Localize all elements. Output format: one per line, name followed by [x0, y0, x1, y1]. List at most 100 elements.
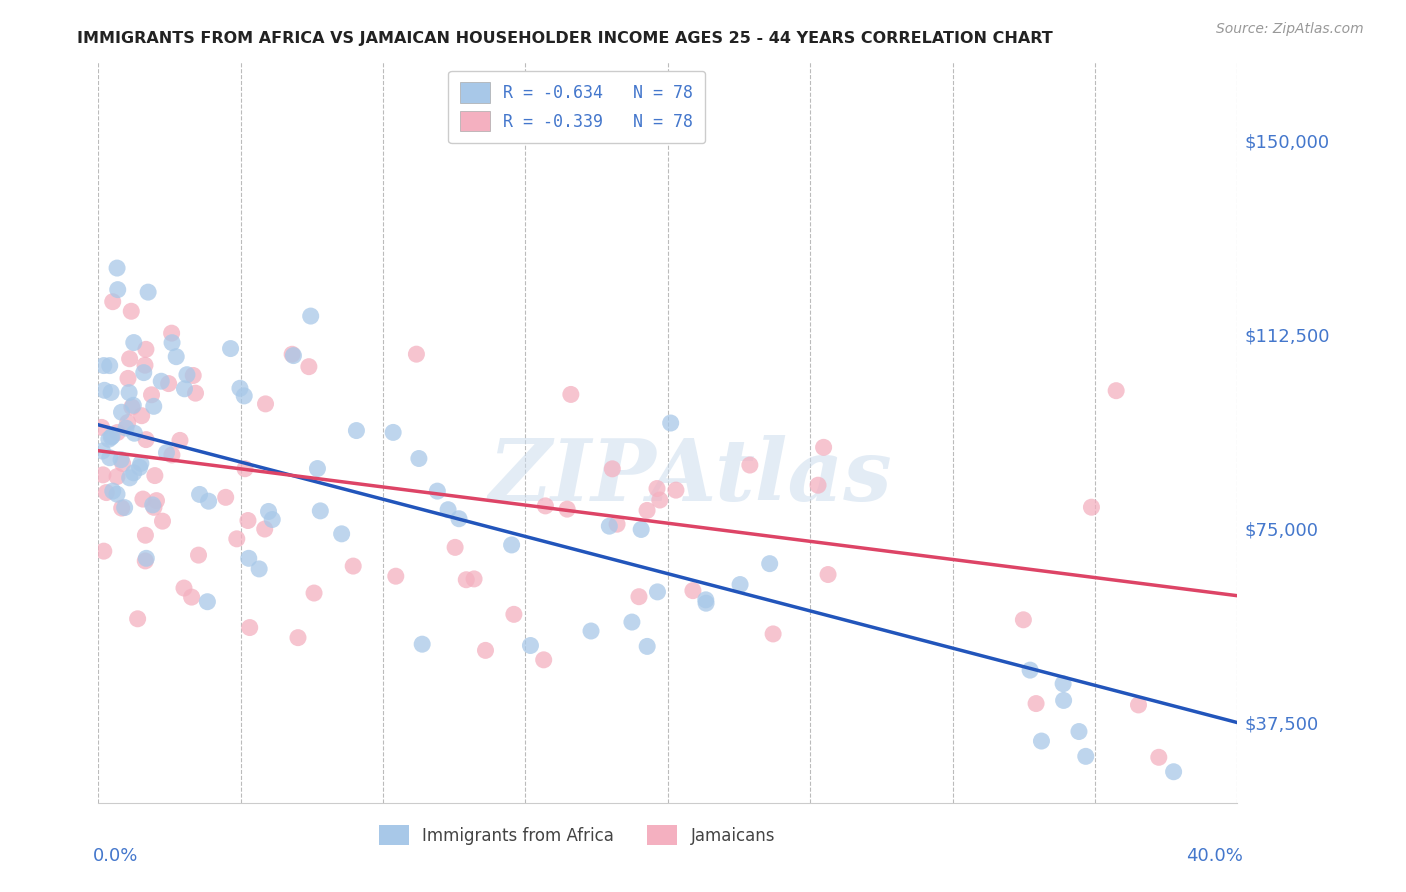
Point	[173, 581, 195, 595]
Point	[682, 583, 704, 598]
Point	[330, 526, 353, 541]
Point	[738, 458, 761, 472]
Point	[728, 577, 751, 591]
Point	[447, 512, 470, 526]
Point	[1067, 724, 1090, 739]
Point	[253, 522, 276, 536]
Point	[602, 462, 624, 476]
Point	[645, 482, 668, 496]
Point	[143, 468, 166, 483]
Point	[110, 452, 132, 467]
Point	[426, 484, 449, 499]
Point	[134, 358, 156, 372]
Point	[262, 512, 284, 526]
Point	[647, 585, 669, 599]
Point	[1052, 677, 1074, 691]
Point	[298, 359, 321, 374]
Point	[225, 532, 247, 546]
Point	[105, 487, 128, 501]
Point	[463, 572, 485, 586]
Point	[91, 444, 114, 458]
Point	[111, 457, 134, 471]
Point	[118, 385, 141, 400]
Point	[630, 523, 652, 537]
Point	[627, 590, 650, 604]
Point	[127, 612, 149, 626]
Point	[101, 294, 124, 309]
Point	[342, 559, 364, 574]
Point	[141, 388, 163, 402]
Point	[411, 637, 433, 651]
Point	[299, 309, 322, 323]
Point	[1031, 734, 1053, 748]
Point	[219, 342, 242, 356]
Point	[197, 595, 219, 609]
Point	[309, 504, 332, 518]
Point	[90, 420, 112, 434]
Point	[188, 487, 211, 501]
Point	[100, 430, 122, 444]
Point	[110, 405, 132, 419]
Point	[132, 492, 155, 507]
Text: IMMIGRANTS FROM AFRICA VS JAMAICAN HOUSEHOLDER INCOME AGES 25 - 44 YEARS CORRELA: IMMIGRANTS FROM AFRICA VS JAMAICAN HOUSE…	[77, 31, 1053, 46]
Point	[238, 551, 260, 566]
Point	[533, 653, 555, 667]
Point	[1105, 384, 1128, 398]
Point	[665, 483, 688, 497]
Point	[121, 400, 143, 414]
Point	[1025, 697, 1047, 711]
Point	[229, 381, 252, 395]
Point	[93, 359, 115, 373]
Point	[118, 471, 141, 485]
Point	[247, 562, 270, 576]
Point	[1128, 698, 1150, 712]
Point	[132, 366, 155, 380]
Point	[302, 586, 325, 600]
Point	[560, 387, 582, 401]
Point	[519, 639, 541, 653]
Point	[1163, 764, 1185, 779]
Point	[636, 640, 658, 654]
Point	[501, 538, 523, 552]
Point	[444, 541, 467, 555]
Point	[114, 500, 136, 515]
Point	[101, 429, 124, 443]
Point	[239, 621, 262, 635]
Point	[145, 493, 167, 508]
Point	[474, 643, 496, 657]
Point	[165, 350, 187, 364]
Point	[695, 592, 717, 607]
Text: ZIPAtlas: ZIPAtlas	[489, 435, 893, 519]
Point	[456, 573, 478, 587]
Point	[233, 389, 256, 403]
Point	[620, 615, 643, 629]
Point	[120, 304, 142, 318]
Point	[405, 347, 427, 361]
Point	[281, 347, 304, 361]
Point	[287, 631, 309, 645]
Point	[107, 283, 129, 297]
Point	[122, 398, 145, 412]
Point	[129, 456, 152, 470]
Point	[648, 493, 671, 508]
Point	[100, 385, 122, 400]
Point	[111, 501, 134, 516]
Point	[1019, 663, 1042, 677]
Point	[173, 382, 195, 396]
Point	[382, 425, 405, 440]
Point	[160, 335, 183, 350]
Point	[136, 285, 159, 300]
Legend: Immigrants from Africa, Jamaicans: Immigrants from Africa, Jamaicans	[370, 817, 783, 854]
Point	[135, 433, 157, 447]
Point	[257, 504, 280, 518]
Point	[437, 502, 460, 516]
Point	[184, 386, 207, 401]
Text: 40.0%: 40.0%	[1187, 847, 1243, 865]
Point	[135, 551, 157, 566]
Point	[695, 596, 717, 610]
Point	[659, 416, 682, 430]
Point	[215, 491, 238, 505]
Point	[807, 478, 830, 492]
Point	[134, 554, 156, 568]
Point	[236, 514, 259, 528]
